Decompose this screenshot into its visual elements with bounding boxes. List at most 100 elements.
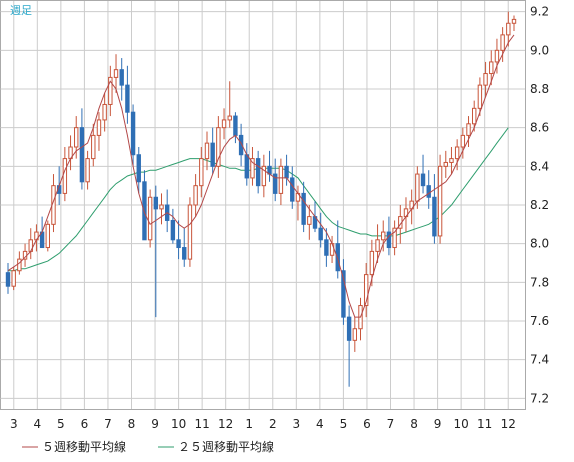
- x-tick-label: 12: [501, 417, 516, 431]
- candle: [204, 131, 210, 171]
- candle-body: [74, 127, 79, 148]
- x-tick-label: 3: [10, 417, 18, 431]
- candle-body: [62, 158, 68, 194]
- candle: [11, 266, 16, 291]
- candle: [108, 65, 113, 117]
- candle: [255, 150, 261, 194]
- candle-body: [45, 223, 50, 249]
- candle: [318, 212, 323, 248]
- candle: [91, 123, 96, 167]
- candle: [443, 150, 448, 178]
- candle-body: [386, 231, 392, 249]
- candle-body: [324, 239, 329, 256]
- candle-body: [318, 227, 323, 241]
- candle-body: [506, 22, 511, 36]
- candle: [227, 81, 232, 128]
- candle-body: [159, 204, 164, 210]
- candle: [113, 54, 119, 93]
- candle: [466, 116, 471, 147]
- candle-body: [199, 158, 204, 187]
- x-tick-label: 9: [151, 417, 159, 431]
- candle-body: [221, 119, 227, 129]
- candle: [494, 38, 500, 74]
- candle-body: [369, 250, 375, 276]
- x-tick-label: 7: [387, 417, 395, 431]
- candle: [102, 92, 107, 132]
- candle: [483, 61, 488, 97]
- candle-body: [437, 165, 443, 237]
- candle: [460, 127, 466, 159]
- candle-body: [125, 84, 130, 113]
- candle-body: [381, 231, 386, 241]
- candle: [187, 197, 193, 267]
- candle: [307, 205, 312, 240]
- candle: [182, 228, 187, 267]
- y-tick-label: 7.6: [530, 314, 549, 328]
- candle-body: [466, 123, 471, 136]
- candle: [301, 181, 306, 233]
- candle: [85, 150, 90, 190]
- candle-body: [375, 239, 380, 252]
- candle-body: [460, 134, 466, 148]
- candle: [341, 259, 346, 325]
- candle: [477, 77, 483, 117]
- candle: [199, 147, 204, 198]
- x-tick-label: 7: [104, 417, 112, 431]
- candle-body: [216, 127, 221, 167]
- candle-body: [415, 173, 420, 202]
- x-tick-labels: 3 4 5 6 7 8 9 10 11 12 1 2 3 4 5 6 7 8 9 10 11 12: [10, 417, 516, 431]
- candle-body: [341, 270, 346, 318]
- candle-body: [443, 161, 448, 167]
- y-tick-label: 9.0: [530, 43, 549, 57]
- x-tick-label: 12: [218, 417, 233, 431]
- candle-body: [432, 196, 437, 237]
- candle: [506, 11, 511, 47]
- candle-body: [17, 258, 22, 272]
- y-tick-label: 8.6: [530, 121, 549, 135]
- candle-body: [119, 69, 124, 86]
- candle-body: [278, 165, 284, 194]
- x-tick-label: 11: [477, 417, 492, 431]
- candle: [238, 123, 244, 167]
- candle-body: [227, 115, 232, 121]
- candle: [125, 65, 130, 124]
- candle-body: [102, 103, 107, 121]
- candle-body: [500, 34, 505, 51]
- candle: [420, 154, 426, 194]
- candle-body: [511, 18, 517, 24]
- candle: [363, 263, 369, 318]
- candle-body: [193, 185, 198, 206]
- x-tick-label: 10: [171, 417, 186, 431]
- x-tick-label: 4: [316, 417, 324, 431]
- candle-body: [449, 158, 454, 163]
- candle-body: [477, 84, 483, 109]
- candle-body: [5, 272, 11, 287]
- candle-body: [489, 61, 494, 75]
- x-tick-label: 9: [434, 417, 442, 431]
- legend-ma25-label: ２５週移動平均線: [178, 439, 274, 454]
- candle: [261, 154, 267, 198]
- candle: [210, 127, 215, 175]
- y-tick-label: 7.8: [530, 275, 549, 289]
- candle-body: [284, 165, 289, 179]
- candle-body: [79, 127, 85, 183]
- candle-body: [91, 134, 96, 160]
- grid-layer: [0, 1, 525, 409]
- x-tick-label: 11: [194, 417, 209, 431]
- candle: [432, 174, 437, 244]
- candle: [489, 50, 494, 86]
- candle: [119, 58, 124, 101]
- ma5-line: [7, 34, 515, 318]
- candle-body: [233, 115, 238, 136]
- timeframe-label: 週足: [10, 4, 32, 17]
- candle-body: [170, 219, 176, 241]
- candle: [170, 208, 176, 244]
- candle-body: [250, 158, 255, 179]
- x-tick-label: 1: [245, 417, 253, 431]
- x-tick-label: 6: [81, 417, 89, 431]
- x-tick-label: 8: [128, 417, 136, 431]
- candle-body: [494, 49, 500, 63]
- candle-body: [307, 216, 312, 225]
